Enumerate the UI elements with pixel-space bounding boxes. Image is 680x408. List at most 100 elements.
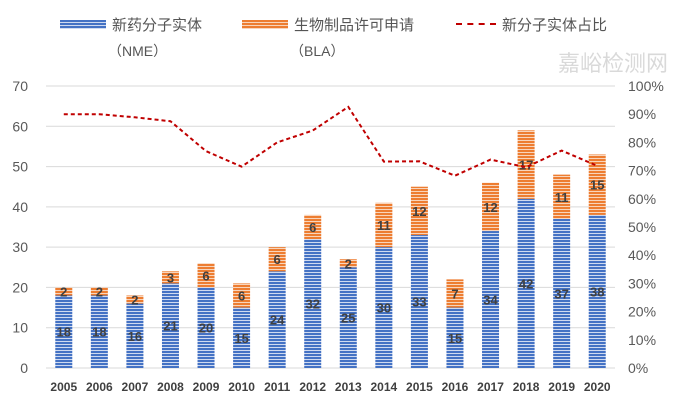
bar-bla [482, 182, 500, 232]
y2-tick-label: 50% [628, 219, 656, 235]
data-label: 2 [131, 293, 138, 308]
y2-tick-label: 40% [628, 247, 656, 263]
data-label: 20 [199, 321, 213, 336]
x-tick-label: 2009 [193, 380, 220, 394]
legend-bla: 生物制品许可申请 （BLA） [242, 14, 414, 61]
y2-tick-label: 10% [628, 332, 656, 348]
x-tick-label: 2005 [50, 380, 77, 394]
y2-tick-label: 30% [628, 275, 656, 291]
x-tick-label: 2007 [122, 380, 149, 394]
bar-nme [553, 218, 571, 368]
bar-bla [553, 174, 571, 219]
data-label: 6 [202, 268, 209, 283]
data-label: 18 [57, 325, 71, 340]
data-label: 7 [451, 286, 458, 301]
data-label: 33 [412, 295, 426, 310]
y2-tick-label: 100% [628, 78, 664, 94]
x-tick-label: 2020 [584, 380, 611, 394]
bar-nme [304, 239, 322, 368]
bar-nme [375, 247, 393, 368]
data-label: 6 [274, 252, 281, 267]
bar-bla [126, 295, 144, 304]
data-label: 32 [305, 297, 319, 312]
bar-bla [304, 214, 322, 240]
bar-nme [339, 267, 357, 368]
data-label: 17 [519, 158, 533, 173]
legend-sub-nme: （NME） [108, 43, 168, 59]
x-tick-label: 2012 [299, 380, 326, 394]
bar-bla [517, 130, 535, 199]
bar-nme [268, 271, 286, 368]
data-label: 25 [341, 311, 355, 326]
y-tick-label: 0 [20, 360, 28, 376]
data-label: 30 [377, 301, 391, 316]
bar-bla [375, 202, 393, 248]
data-label: 2 [60, 284, 67, 299]
data-label: 15 [234, 331, 248, 346]
x-tick-label: 2016 [442, 380, 469, 394]
data-label: 15 [448, 331, 462, 346]
bar-bla [55, 287, 73, 296]
y-tick-label: 20 [12, 279, 28, 295]
y-tick-label: 30 [12, 239, 28, 255]
data-label: 2 [96, 284, 103, 299]
x-tick-label: 2011 [264, 380, 290, 394]
bar-bla [197, 263, 215, 288]
bar-bla [339, 259, 357, 268]
bar-nme [161, 283, 179, 368]
data-label: 37 [554, 286, 568, 301]
x-tick-label: 2018 [513, 380, 540, 394]
data-label: 34 [483, 293, 498, 308]
x-tick-label: 2015 [406, 380, 433, 394]
bar-nme [410, 235, 428, 368]
data-label: 16 [128, 329, 142, 344]
y-tick-label: 60 [12, 118, 28, 134]
legend-swatch-nme [60, 20, 106, 29]
y-tick-label: 40 [12, 199, 28, 215]
data-label: 38 [590, 284, 604, 299]
legend-ratio: 新分子实体占比 [456, 14, 607, 35]
bar-bla [588, 154, 606, 215]
data-label: 12 [483, 200, 497, 215]
legend-label-nme: 新药分子实体 [112, 17, 203, 34]
y-tick-label: 50 [12, 159, 28, 175]
data-label: 2 [345, 256, 352, 271]
bar-bla [410, 186, 428, 236]
data-label: 15 [590, 178, 604, 193]
data-label: 3 [167, 270, 174, 285]
bar-nme [517, 198, 535, 368]
y-tick-label: 10 [12, 320, 28, 336]
bar-bla [161, 271, 179, 284]
bar-bla [90, 287, 108, 296]
bar-nme [197, 287, 215, 368]
bar-nme [588, 214, 606, 368]
data-label: 18 [92, 325, 106, 340]
legend-swatch-ratio [456, 23, 496, 25]
bar-nme [55, 295, 73, 368]
data-label: 21 [163, 319, 177, 334]
y-tick-label: 70 [12, 78, 28, 94]
x-tick-label: 2014 [370, 380, 397, 394]
data-label: 24 [270, 313, 285, 328]
bar-nme [90, 295, 108, 368]
y2-tick-label: 60% [628, 191, 656, 207]
bar-nme [446, 307, 464, 368]
legend-sub-bla: （BLA） [290, 43, 345, 59]
data-label: 11 [377, 218, 391, 233]
watermark: 嘉峪检测网 [557, 51, 668, 76]
x-tick-label: 2019 [548, 380, 575, 394]
data-label: 6 [238, 288, 245, 303]
x-tick-label: 2010 [228, 380, 255, 394]
y2-tick-label: 80% [628, 134, 656, 150]
y2-tick-label: 90% [628, 106, 656, 122]
data-label: 6 [309, 220, 316, 235]
bar-nme [233, 307, 251, 368]
x-tick-label: 2017 [477, 380, 504, 394]
legend-label-ratio: 新分子实体占比 [502, 17, 608, 34]
x-tick-label: 2008 [157, 380, 184, 394]
x-tick-label: 2006 [86, 380, 113, 394]
legend-swatch-bla [242, 20, 288, 29]
bar-nme [482, 231, 500, 368]
data-label: 11 [555, 190, 569, 205]
